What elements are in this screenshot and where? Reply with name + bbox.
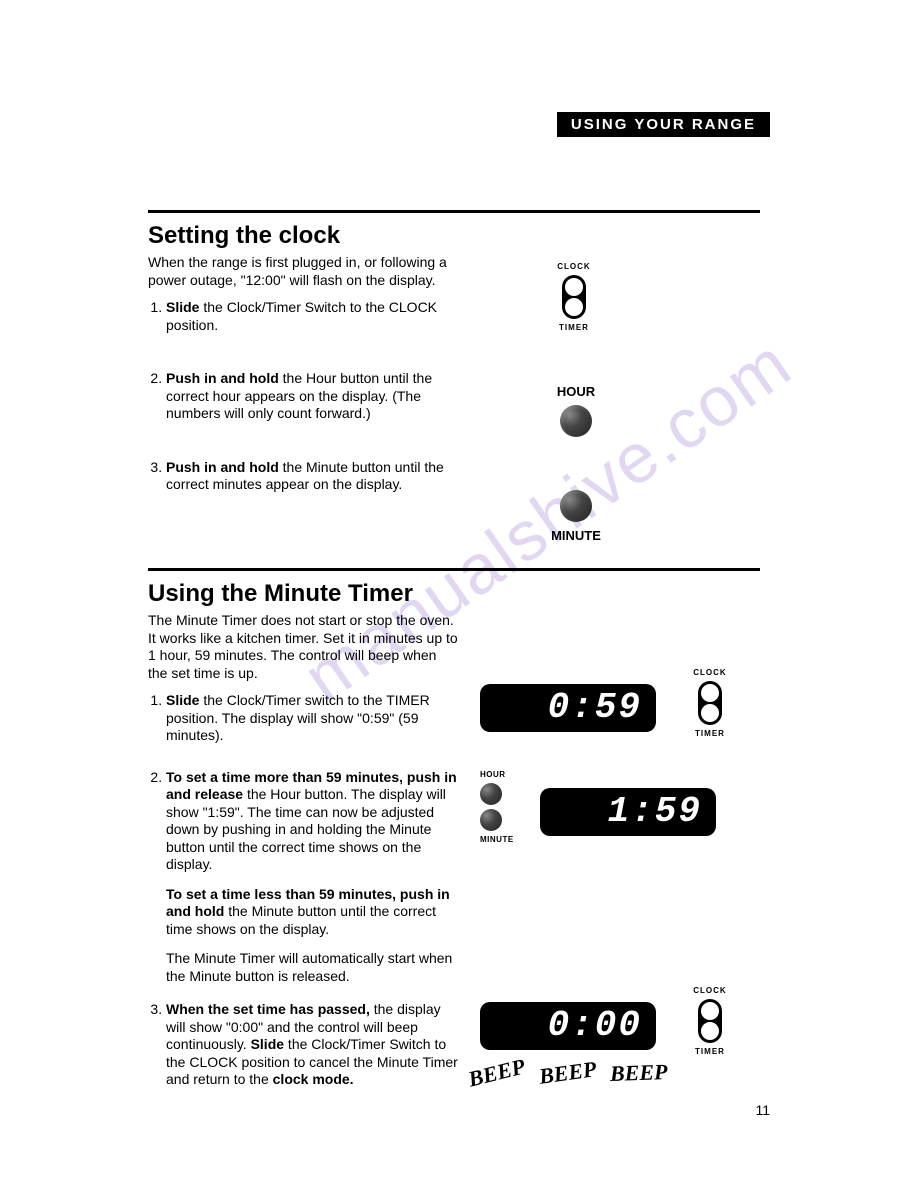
section2-step2: To set a time more than 59 minutes, push… (166, 769, 458, 986)
lcd-display-159: 1:59 (540, 788, 716, 836)
timer-label: TIMER (680, 729, 740, 738)
hour-tiny-label: HOUR (480, 770, 514, 779)
clock-switch-r3: CLOCK TIMER (680, 986, 740, 1056)
lcd-display-059: 0:59 (480, 684, 656, 732)
minute-tiny-label: MINUTE (480, 835, 514, 844)
section2-title: Using the Minute Timer (148, 580, 458, 608)
dial-icon (560, 490, 592, 522)
step1-bold: Slide (166, 299, 199, 315)
timer-label: TIMER (680, 1047, 740, 1056)
timer-label: TIMER (544, 323, 604, 332)
switch-icon (562, 275, 586, 319)
switch-icon (698, 999, 722, 1043)
divider-mid (148, 568, 760, 571)
section1-step1: Slide the Clock/Timer Switch to the CLOC… (166, 299, 448, 334)
section1-step2: Push in and hold the Hour button until t… (166, 370, 448, 423)
section2-step3: When the set time has passed, the displa… (166, 1001, 458, 1089)
section-setting-clock: Setting the clock When the range is firs… (148, 222, 448, 510)
hour-minute-dials: HOUR MINUTE (480, 770, 514, 844)
switch-knob-icon (565, 298, 583, 316)
lcd-display-000: 0:00 (480, 1002, 656, 1050)
s2-step3-bold3: clock mode. (273, 1071, 354, 1087)
s2-step1-rest: the Clock/Timer switch to the TIMER posi… (166, 692, 430, 743)
hour-dial-group: HOUR (536, 384, 616, 443)
clock-switch-top: CLOCK TIMER (544, 262, 604, 332)
s2-step3-bold2: Slide (251, 1036, 284, 1052)
dial-icon (560, 405, 592, 437)
section1-intro: When the range is first plugged in, or f… (148, 254, 448, 289)
s2-step3-bold: When the set time has passed, (166, 1001, 370, 1017)
dial-icon (480, 809, 502, 831)
switch-knob-icon (565, 278, 583, 296)
clock-label: CLOCK (680, 668, 740, 677)
minute-dial-group: MINUTE (536, 484, 616, 543)
beep-2: BEEP (537, 1056, 598, 1090)
beep-text: BEEP BEEP BEEP (464, 1060, 671, 1086)
section2-intro: The Minute Timer does not start or stop … (148, 612, 458, 682)
divider-top (148, 210, 760, 213)
dial-icon (480, 783, 502, 805)
clock-label: CLOCK (544, 262, 604, 271)
switch-knob-icon (701, 1002, 719, 1020)
hour-label: HOUR (536, 384, 616, 399)
step1-rest: the Clock/Timer Switch to the CLOCK posi… (166, 299, 437, 333)
beep-1: BEEP (466, 1053, 528, 1092)
clock-switch-r1: CLOCK TIMER (680, 668, 740, 738)
section-minute-timer: Using the Minute Timer The Minute Timer … (148, 580, 458, 1105)
minute-label: MINUTE (536, 528, 616, 543)
header-band: USING YOUR RANGE (557, 112, 770, 137)
step3-bold: Push in and hold (166, 459, 279, 475)
s2-step2b: To set a time less than 59 minutes, push… (166, 886, 458, 939)
switch-knob-icon (701, 684, 719, 702)
section2-step1: Slide the Clock/Timer switch to the TIME… (166, 692, 458, 745)
switch-icon (698, 681, 722, 725)
switch-knob-icon (701, 704, 719, 722)
switch-knob-icon (701, 1022, 719, 1040)
section1-step3: Push in and hold the Minute button until… (166, 459, 448, 494)
page-number: 11 (755, 1102, 770, 1118)
clock-label: CLOCK (680, 986, 740, 995)
step2-bold: Push in and hold (166, 370, 279, 386)
s2-step1-bold: Slide (166, 692, 199, 708)
beep-3: BEEP (610, 1059, 668, 1087)
section1-title: Setting the clock (148, 222, 448, 250)
s2-step2c: The Minute Timer will automatically star… (166, 950, 458, 985)
